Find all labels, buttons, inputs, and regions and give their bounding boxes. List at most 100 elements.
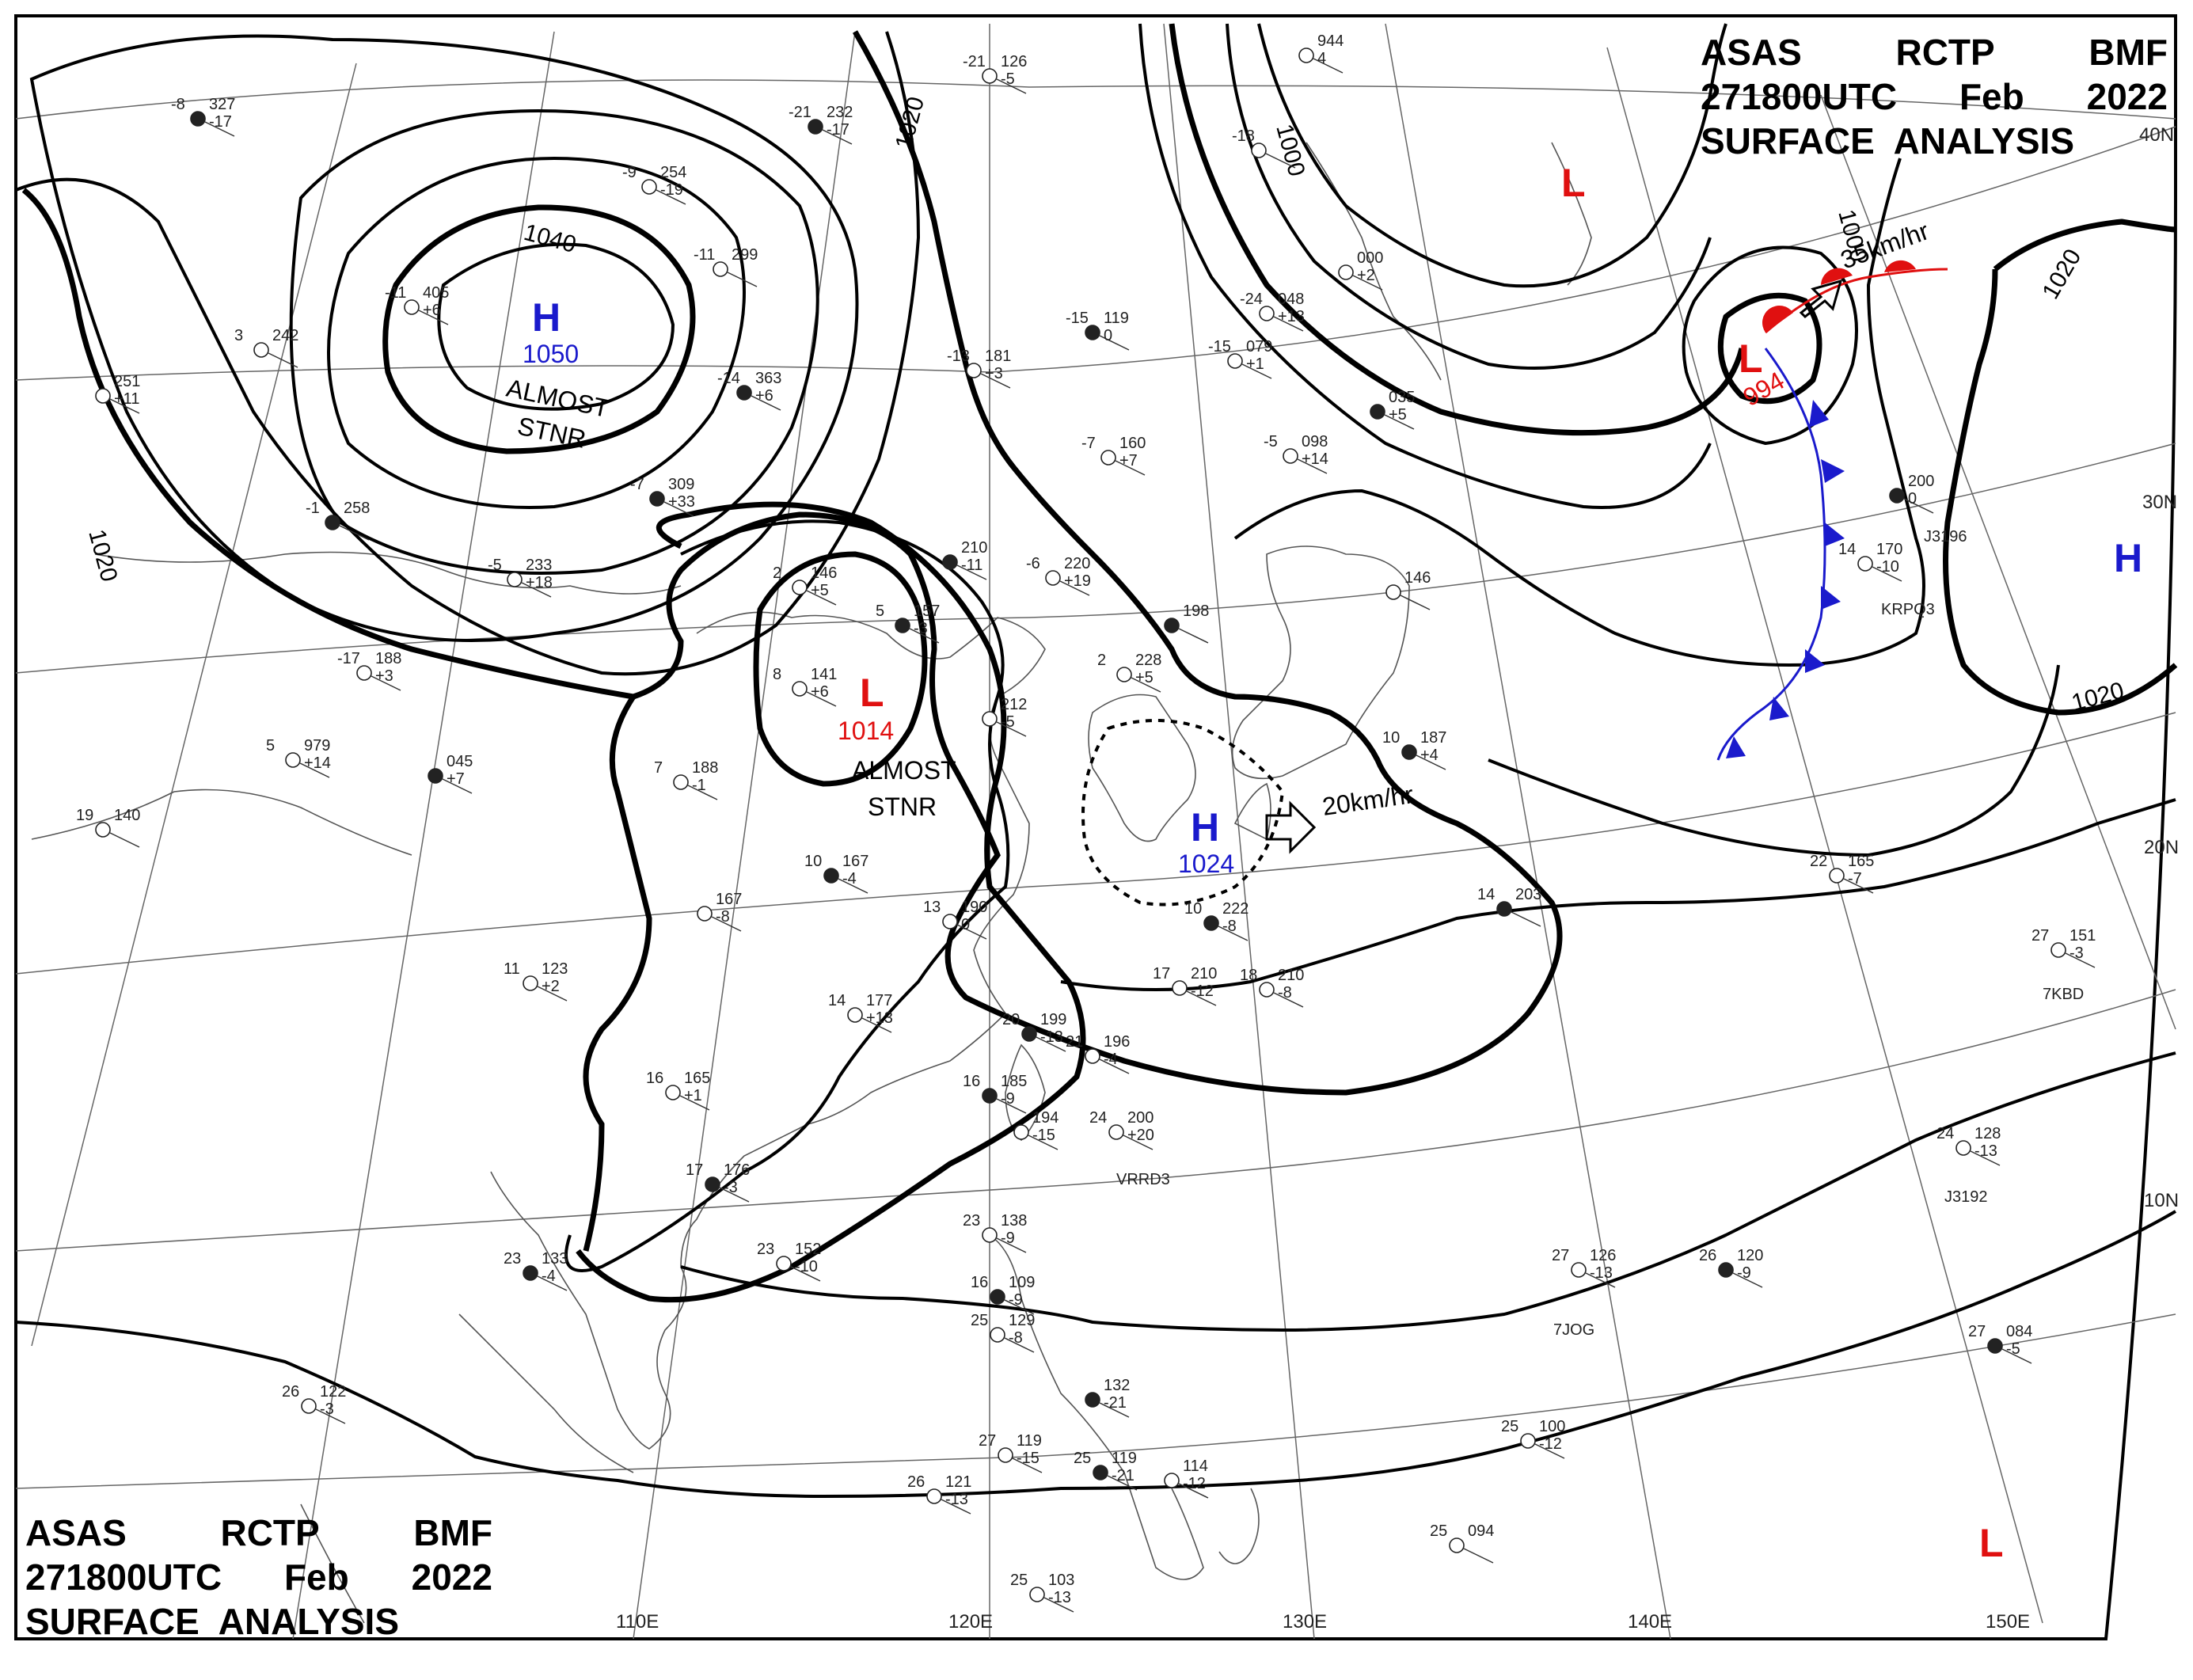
wind-barb	[996, 78, 1027, 94]
station-plot: 035+5	[1370, 389, 1415, 430]
station-plot: 16 165+1	[646, 1070, 710, 1111]
station-circle	[990, 1289, 1005, 1305]
station-temperature: 5	[876, 602, 884, 620]
station-pressure: 079	[1246, 338, 1272, 355]
wind-barb	[1099, 1059, 1130, 1074]
wind-barb	[838, 878, 868, 894]
station-temperature: 10	[804, 853, 822, 870]
station-circle	[895, 618, 910, 633]
wind-barb	[1004, 1299, 1035, 1315]
station-plot: 25 103-13	[1010, 1572, 1074, 1613]
station-plot: -11 405+6	[385, 284, 449, 325]
station-pressure-tendency: -8	[716, 908, 730, 926]
svg-text:STNR: STNR	[868, 792, 937, 821]
wind-barb	[1099, 335, 1130, 351]
wind-barb	[1131, 677, 1161, 693]
station-pressure-tendency: -13	[1048, 1589, 1071, 1606]
station-pressure-tendency: -5	[2006, 1340, 2020, 1358]
station-temperature: 25	[971, 1312, 988, 1329]
station-temperature: 27	[1968, 1323, 1986, 1340]
station-pressure-tendency: +3	[985, 365, 1003, 382]
wind-barb	[1107, 1475, 1138, 1491]
station-circle	[1338, 264, 1354, 280]
station-pressure: 170	[1876, 541, 1902, 558]
station-pressure-tendency: -21	[1104, 1394, 1127, 1412]
station-plot: 14 177+13	[828, 992, 893, 1033]
station-pressure: 199	[1040, 1011, 1066, 1028]
station-pressure: 109	[1009, 1274, 1035, 1291]
station-plot: 25 100-12	[1501, 1418, 1565, 1459]
wind-barb	[1511, 911, 1541, 927]
graticule	[15, 23, 2176, 1640]
station-pressure-tendency: -9	[1001, 1230, 1015, 1247]
station-temperature: 25	[1074, 1450, 1091, 1467]
station-pressure-tendency: -1	[692, 777, 706, 794]
station-circle	[285, 752, 301, 768]
station-pressure: 160	[1119, 435, 1146, 452]
station-temperature: 20	[1002, 1011, 1020, 1028]
station-temperature: 16	[646, 1070, 663, 1087]
station-pressure-tendency: -9	[1001, 1090, 1015, 1108]
station-temperature: -15	[1208, 338, 1231, 355]
station-plot: 20 199-13	[1002, 1011, 1066, 1052]
station-circle	[665, 1085, 681, 1100]
station-circle	[1085, 325, 1100, 340]
station-circle	[325, 515, 340, 530]
station-pressure-tendency: -21	[1112, 1467, 1135, 1484]
station-pressure: 979	[304, 737, 330, 754]
station-plot: 19 140	[76, 807, 140, 848]
lon-label-130e: 130E	[1283, 1611, 1327, 1632]
station-plot: -6 220+19	[1026, 555, 1091, 596]
station-pressure-tendency: +14	[304, 754, 331, 772]
station-plot: 25 094	[1430, 1522, 1494, 1564]
station-pressure: 119	[1112, 1450, 1137, 1467]
station-circle	[301, 1398, 317, 1414]
station-circle	[404, 299, 420, 315]
station-temperature: 5	[266, 737, 275, 754]
wind-barb	[806, 691, 837, 707]
station-pressure: 944	[1317, 32, 1344, 50]
station-pressure: 405	[423, 284, 449, 302]
lat-label-10n: 10N	[2144, 1190, 2179, 1211]
wind-barb	[1028, 1135, 1058, 1150]
station-plot: 210-11	[942, 539, 987, 580]
station-circle	[1021, 1026, 1037, 1042]
station-plot: 14 203	[1477, 886, 1541, 927]
wind-barb	[537, 1275, 568, 1291]
wind-barb	[996, 1098, 1027, 1114]
wind-barb	[371, 675, 401, 691]
station-pressure-tendency: -9	[1009, 1291, 1023, 1309]
wind-barb	[656, 189, 686, 205]
station-pressure: 177	[866, 992, 892, 1009]
station-temperature: 16	[971, 1274, 988, 1291]
station-plot: 16 109-9	[971, 1274, 1035, 1315]
station-pressure-tendency: -8	[1278, 984, 1292, 1002]
station-pressure-tendency: 0	[1104, 327, 1112, 344]
wind-barb	[1043, 1597, 1074, 1613]
wind-barb	[1416, 754, 1446, 770]
station-plot: 22 165-7	[1810, 853, 1874, 894]
wind-barb	[315, 1408, 346, 1424]
station-pressure: 103	[1048, 1572, 1074, 1589]
station-plot: 26 122-3	[282, 1383, 346, 1424]
station-circle	[1829, 868, 1845, 884]
station-pressure: 251	[114, 373, 140, 390]
station-pressure: 151	[2069, 927, 2096, 945]
station-pressure: 000	[1357, 249, 1383, 267]
station-temperature: 24	[1936, 1125, 1954, 1142]
station-temperature: -11	[385, 284, 406, 302]
station-circle	[428, 768, 443, 784]
station-pressure: 165	[684, 1070, 710, 1087]
station-plot: -14 363+6	[717, 370, 781, 411]
lat-label-40n: 40N	[2139, 124, 2174, 146]
station-plot: -11 299	[694, 246, 758, 287]
station-pressure-tendency: -3	[320, 1401, 334, 1418]
station-plot: 27 084-5	[1968, 1323, 2032, 1364]
station-plot: 7 188-1	[654, 759, 718, 800]
station-pressure-tendency: +2	[1357, 267, 1375, 284]
station-pressure: 188	[692, 759, 718, 777]
station-plot: 23 138-9	[963, 1212, 1027, 1253]
